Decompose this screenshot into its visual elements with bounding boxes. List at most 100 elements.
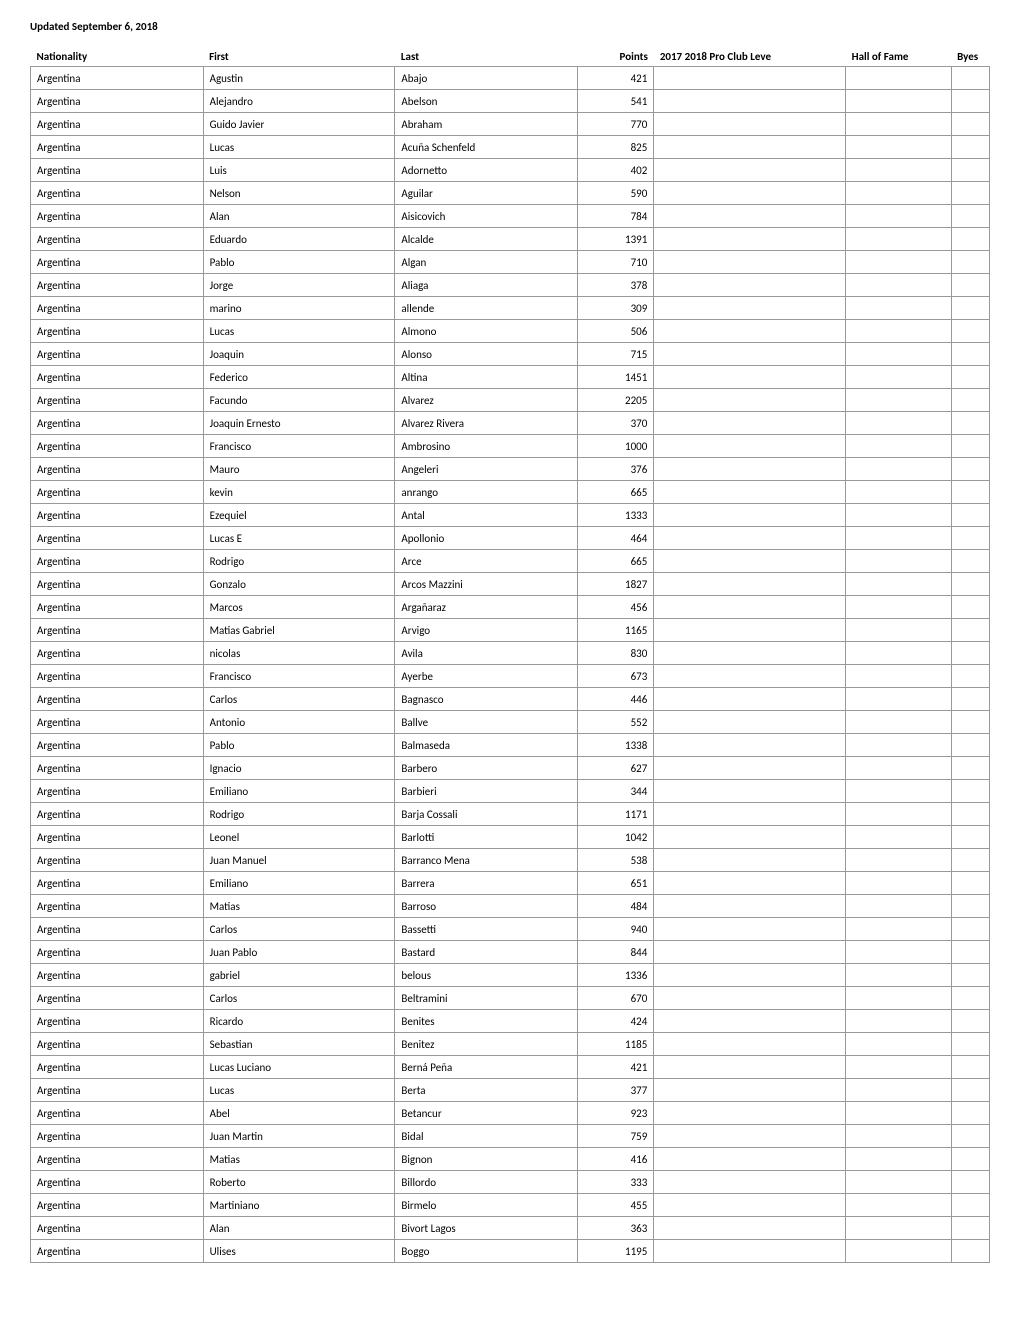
cell-nationality: Argentina: [31, 320, 204, 343]
cell-last: Bivort Lagos: [395, 1217, 577, 1240]
cell-hof: [846, 113, 951, 136]
cell-first: Joaquin: [203, 343, 395, 366]
cell-last: Alvarez Rivera: [395, 412, 577, 435]
cell-first: Pablo: [203, 734, 395, 757]
cell-last: Acuña Schenfeld: [395, 136, 577, 159]
table-row: ArgentinaMauroAngeleri376: [31, 458, 990, 481]
cell-nationality: Argentina: [31, 527, 204, 550]
cell-first: Luis: [203, 159, 395, 182]
cell-pro: [654, 872, 846, 895]
cell-last: Bastard: [395, 941, 577, 964]
cell-byes: [951, 550, 989, 573]
cell-first: Emiliano: [203, 872, 395, 895]
cell-first: Ignacio: [203, 757, 395, 780]
cell-pro: [654, 205, 846, 228]
cell-byes: [951, 596, 989, 619]
cell-points: 484: [577, 895, 654, 918]
cell-hof: [846, 366, 951, 389]
cell-points: 673: [577, 665, 654, 688]
cell-points: 376: [577, 458, 654, 481]
cell-byes: [951, 734, 989, 757]
cell-pro: [654, 90, 846, 113]
cell-byes: [951, 251, 989, 274]
table-row: Argentinamarinoallende309: [31, 297, 990, 320]
cell-points: 759: [577, 1125, 654, 1148]
page-title: Updated September 6, 2018: [30, 20, 990, 33]
cell-last: Antal: [395, 504, 577, 527]
cell-hof: [846, 734, 951, 757]
table-row: ArgentinaAgustinAbajo421: [31, 67, 990, 90]
cell-pro: [654, 458, 846, 481]
table-row: ArgentinaAlejandroAbelson541: [31, 90, 990, 113]
cell-hof: [846, 297, 951, 320]
cell-hof: [846, 1079, 951, 1102]
cell-hof: [846, 895, 951, 918]
cell-nationality: Argentina: [31, 803, 204, 826]
cell-last: Avila: [395, 642, 577, 665]
cell-nationality: Argentina: [31, 1217, 204, 1240]
cell-last: Argañaraz: [395, 596, 577, 619]
cell-hof: [846, 987, 951, 1010]
cell-first: Joaquin Ernesto: [203, 412, 395, 435]
cell-last: Arce: [395, 550, 577, 573]
cell-byes: [951, 1010, 989, 1033]
cell-pro: [654, 320, 846, 343]
cell-hof: [846, 918, 951, 941]
table-row: ArgentinaUlisesBoggo1195: [31, 1240, 990, 1263]
cell-first: gabriel: [203, 964, 395, 987]
table-row: ArgentinaJorgeAliaga378: [31, 274, 990, 297]
table-row: ArgentinaCarlosBassetti940: [31, 918, 990, 941]
cell-byes: [951, 481, 989, 504]
cell-pro: [654, 1171, 846, 1194]
cell-pro: [654, 1102, 846, 1125]
cell-first: marino: [203, 297, 395, 320]
cell-pro: [654, 343, 846, 366]
cell-points: 370: [577, 412, 654, 435]
cell-last: Barrera: [395, 872, 577, 895]
cell-nationality: Argentina: [31, 1079, 204, 1102]
cell-byes: [951, 573, 989, 596]
cell-nationality: Argentina: [31, 481, 204, 504]
cell-last: Bidal: [395, 1125, 577, 1148]
cell-nationality: Argentina: [31, 1171, 204, 1194]
cell-hof: [846, 1056, 951, 1079]
cell-points: 665: [577, 481, 654, 504]
cell-last: Benitez: [395, 1033, 577, 1056]
cell-pro: [654, 734, 846, 757]
cell-hof: [846, 849, 951, 872]
cell-nationality: Argentina: [31, 274, 204, 297]
cell-points: 446: [577, 688, 654, 711]
cell-byes: [951, 711, 989, 734]
cell-pro: [654, 1033, 846, 1056]
cell-last: Alcalde: [395, 228, 577, 251]
cell-pro: [654, 964, 846, 987]
cell-nationality: Argentina: [31, 1102, 204, 1125]
cell-byes: [951, 757, 989, 780]
cell-nationality: Argentina: [31, 205, 204, 228]
table-row: ArgentinaLucasAlmono506: [31, 320, 990, 343]
cell-nationality: Argentina: [31, 389, 204, 412]
cell-first: Leonel: [203, 826, 395, 849]
table-row: ArgentinaLeonelBarlotti1042: [31, 826, 990, 849]
cell-pro: [654, 803, 846, 826]
table-row: ArgentinaJoaquinAlonso715: [31, 343, 990, 366]
cell-hof: [846, 1125, 951, 1148]
cell-byes: [951, 320, 989, 343]
table-row: ArgentinaAntonioBallve552: [31, 711, 990, 734]
cell-last: Arcos Mazzini: [395, 573, 577, 596]
cell-hof: [846, 504, 951, 527]
table-row: ArgentinaFranciscoAmbrosino1000: [31, 435, 990, 458]
cell-last: Barbero: [395, 757, 577, 780]
cell-first: Carlos: [203, 688, 395, 711]
table-row: ArgentinaMatias GabrielArvigo1165: [31, 619, 990, 642]
cell-points: 1185: [577, 1033, 654, 1056]
cell-first: Lucas E: [203, 527, 395, 550]
cell-first: Ricardo: [203, 1010, 395, 1033]
cell-first: Jorge: [203, 274, 395, 297]
cell-pro: [654, 642, 846, 665]
cell-byes: [951, 435, 989, 458]
cell-byes: [951, 1056, 989, 1079]
data-table: Nationality First Last Points 2017 2018 …: [30, 47, 990, 1263]
cell-byes: [951, 205, 989, 228]
cell-points: 424: [577, 1010, 654, 1033]
